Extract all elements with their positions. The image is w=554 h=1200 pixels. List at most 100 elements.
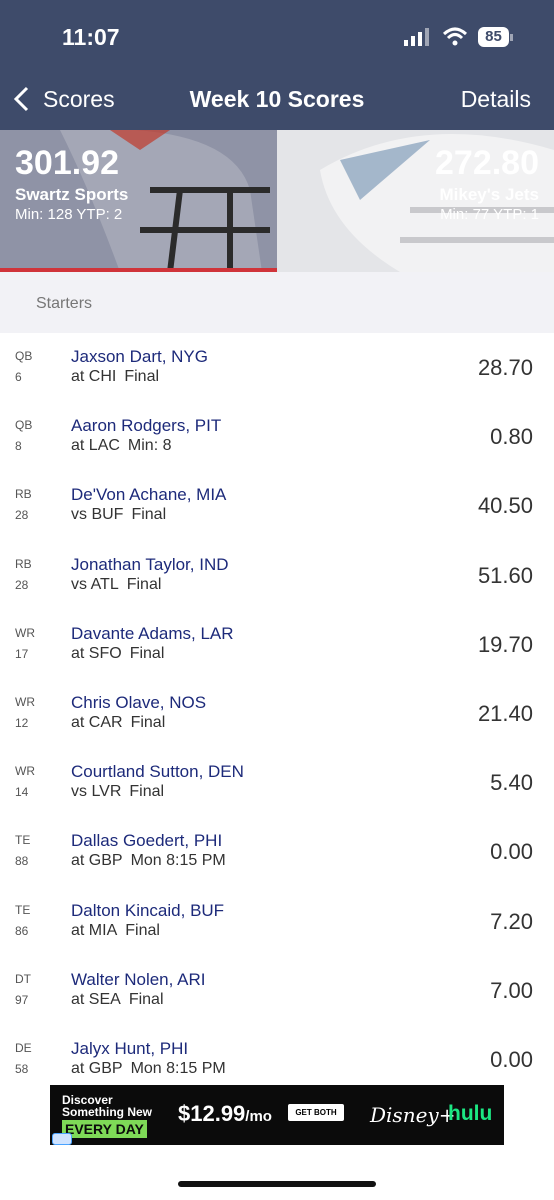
player-name: Aaron Rodgers, PIT: [71, 416, 222, 436]
player-row[interactable]: TE 86 Dalton Kincaid, BUF at MIA Final 7.20: [0, 887, 554, 956]
score-header: 301.92 Swartz Sports Min: 128 YTP: 2 272…: [0, 130, 554, 272]
ad-banner[interactable]: Discover Something New EVERY DAY $12.99/…: [50, 1085, 504, 1145]
ad-text: EVERY DAY: [62, 1120, 147, 1138]
game-status: Final: [129, 783, 165, 801]
ad-brand: hulu: [448, 1102, 493, 1125]
opponent: at CAR: [71, 714, 123, 731]
player-row[interactable]: RB 28 Jonathan Taylor, IND vs ATL Final 51.60: [0, 541, 554, 610]
player-name: Dalton Kincaid, BUF: [71, 900, 225, 920]
player-name: Courtland Sutton, DEN: [71, 762, 244, 782]
player-points: 7.00: [490, 977, 533, 1003]
position: DE: [15, 1041, 32, 1055]
back-chevron[interactable]: [12, 86, 32, 112]
opponent: at SEA: [71, 990, 121, 1008]
details-button[interactable]: Details: [460, 86, 531, 112]
player-points: 0.00: [490, 839, 533, 865]
game-info: at SFO Final: [71, 645, 164, 663]
game-info: at MIA Final: [71, 922, 160, 940]
opponent: vs LVR: [71, 783, 122, 801]
jersey-number: 8: [15, 439, 22, 454]
opponent: at MIA: [71, 921, 118, 939]
home-score: 301.92: [15, 144, 119, 182]
player-points: 0.80: [490, 424, 533, 450]
player-points: 40.50: [477, 493, 533, 519]
game-info: vs LVR Final: [71, 783, 164, 801]
player-name: De'Von Achane, MIA: [71, 485, 227, 505]
opponent: at SFO: [71, 644, 122, 662]
game-status: Final: [125, 921, 160, 939]
jersey-number: 14: [15, 785, 29, 800]
away-team: Mikey's Jets: [439, 185, 540, 204]
player-points: 0.00: [490, 1047, 533, 1072]
player-points: 19.70: [477, 631, 533, 657]
position: WR: [15, 625, 35, 640]
player-name: Chris Olave, NOS: [71, 693, 207, 712]
player-name: Walter Nolen, ARI: [71, 969, 206, 989]
player-points: 7.20: [490, 908, 533, 934]
opponent: vs ATL: [71, 575, 119, 593]
opponent: at GBP: [71, 852, 123, 870]
position: RB: [15, 487, 32, 502]
game-status: Final: [131, 506, 167, 524]
player-row[interactable]: WR 14 Courtland Sutton, DEN vs LVR Final 5.40: [0, 748, 554, 817]
game-info: at SEA Final: [71, 991, 164, 1009]
ad-price-value: $12.99: [178, 1101, 246, 1126]
position: QB: [15, 349, 33, 363]
player-row[interactable]: WR 12 Chris Olave, NOS at CAR Final 21.40: [0, 679, 554, 748]
jersey-number: 12: [15, 716, 29, 730]
ad-price: $12.99/mo: [178, 1101, 272, 1127]
game-info: at GBP Mon 8:15 PM: [71, 852, 226, 870]
jersey-number: 17: [15, 646, 29, 661]
position: TE: [15, 902, 31, 917]
opponent: at LAC: [71, 437, 120, 455]
game-info: at GBP Mon 8:15 PM: [71, 1060, 226, 1078]
game-status: Final: [130, 714, 166, 731]
away-score: 272.80: [435, 144, 539, 182]
game-status: Final: [129, 644, 165, 662]
home-team: Swartz Sports: [15, 185, 129, 204]
status-icons: [404, 27, 513, 47]
clock: 11:07: [62, 24, 120, 50]
game-status: Min: 8: [127, 437, 172, 455]
status-bar: 11:07 85: [0, 0, 554, 70]
jersey-number: 28: [15, 577, 29, 592]
back-button[interactable]: Scores: [43, 86, 115, 112]
jersey-number: 86: [15, 923, 29, 938]
ad-button[interactable]: GET BOTH: [288, 1104, 344, 1121]
helmet-art: [0, 130, 554, 272]
player-row[interactable]: QB 6 Jaxson Dart, NYG at CHI Final 28.70: [0, 333, 554, 402]
player-points: 21.40: [477, 701, 533, 726]
player-name: Jalyx Hunt, PHI: [71, 1039, 189, 1058]
away-info: Min: 77 YTP: 1: [440, 206, 539, 223]
game-info: at LAC Min: 8: [71, 437, 172, 455]
player-name: Jaxson Dart, NYG: [71, 347, 208, 366]
player-row[interactable]: TE 88 Dallas Goedert, PHI at GBP Mon 8:15 PM…: [0, 817, 554, 886]
jersey-number: 58: [15, 1062, 29, 1076]
ad-info-icon[interactable]: [52, 1133, 72, 1145]
player-points: 28.70: [477, 355, 533, 380]
section-title: Starters: [36, 295, 93, 312]
game-info: at CAR Final: [71, 714, 165, 732]
jersey-number: 6: [15, 370, 22, 384]
game-status: Final: [128, 990, 164, 1008]
game-status: Final: [124, 368, 160, 385]
player-name: Dallas Goedert, PHI: [71, 831, 223, 851]
game-status: Mon 8:15 PM: [130, 1060, 226, 1077]
jersey-number: 97: [15, 992, 29, 1007]
position: WR: [15, 695, 35, 709]
player-row[interactable]: DT 97 Walter Nolen, ARI at SEA Final 7.00: [0, 956, 554, 1025]
player-name: Jonathan Taylor, IND: [71, 554, 229, 574]
player-row[interactable]: DE 58 Jalyx Hunt, PHI at GBP Mon 8:15 PM 0.00: [0, 1025, 554, 1094]
battery-level: 85: [485, 28, 502, 45]
game-info: at CHI Final: [71, 368, 159, 386]
player-row[interactable]: QB 8 Aaron Rodgers, PIT at LAC Min: 8 0.80: [0, 402, 554, 471]
player-name: Davante Adams, LAR: [71, 623, 234, 643]
player-row[interactable]: WR 17 Davante Adams, LAR at SFO Final 19.70: [0, 610, 554, 679]
position: QB: [15, 418, 33, 433]
player-row[interactable]: RB 28 De'Von Achane, MIA vs BUF Final 40.50: [0, 471, 554, 540]
ad-price-unit: /mo: [245, 1108, 272, 1125]
home-indicator: [178, 1181, 376, 1187]
game-info: vs ATL Final: [71, 576, 161, 594]
section-header: Starters: [0, 272, 554, 333]
position: WR: [15, 764, 35, 779]
